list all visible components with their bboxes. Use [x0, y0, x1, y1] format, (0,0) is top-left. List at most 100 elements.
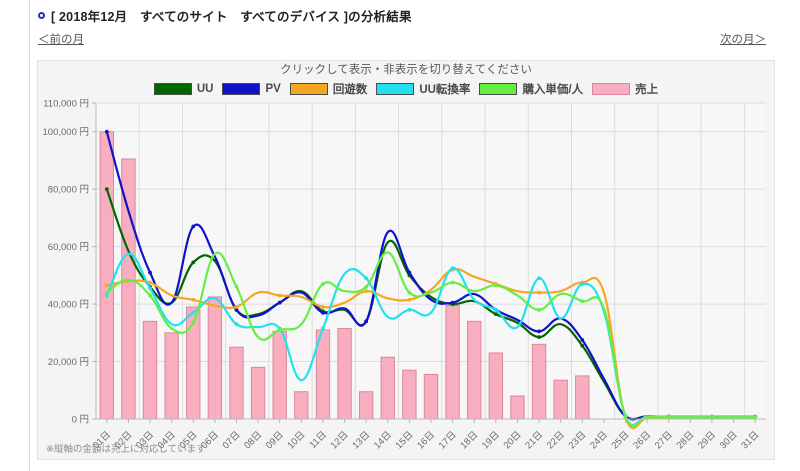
x-tick-label: 27日	[653, 429, 675, 451]
bar-uriage[interactable]	[445, 305, 460, 420]
data-point[interactable]	[321, 305, 325, 309]
bar-uriage[interactable]	[272, 330, 287, 420]
data-point[interactable]	[710, 415, 714, 420]
x-tick-label: 08日	[242, 429, 264, 451]
data-point[interactable]	[450, 280, 455, 285]
bar-uriage[interactable]	[358, 391, 374, 420]
data-point[interactable]	[234, 322, 239, 327]
x-tick-label: 07日	[221, 429, 243, 451]
data-point[interactable]	[580, 343, 585, 348]
data-point[interactable]	[666, 415, 671, 420]
x-tick-label: 25日	[610, 429, 632, 451]
bar-uriage[interactable]	[294, 391, 309, 420]
page-title: [ 2018年12月 すべてのサイト すべてのデバイス ]の分析結果	[51, 9, 412, 24]
plot-background	[96, 103, 766, 419]
data-point[interactable]	[537, 335, 541, 340]
bar-uriage[interactable]	[250, 366, 266, 420]
data-point[interactable]	[450, 300, 455, 305]
data-point[interactable]	[364, 289, 369, 294]
legend-item-PV[interactable]: PV	[222, 83, 281, 95]
data-point[interactable]	[148, 270, 152, 275]
data-point[interactable]	[364, 319, 369, 324]
data-point[interactable]	[191, 224, 196, 229]
data-point[interactable]	[148, 280, 152, 285]
chart-footnote: ※縦軸の金額は売上に対応しています	[46, 444, 206, 455]
data-point[interactable]	[493, 283, 498, 288]
bar-uriage[interactable]	[510, 395, 525, 420]
legend-item-購入単価/人[interactable]: 購入単価/人	[479, 81, 583, 97]
x-tick-label: 29日	[696, 429, 718, 451]
bar-uriage[interactable]	[337, 328, 352, 420]
data-point[interactable]	[623, 414, 628, 419]
data-point[interactable]	[148, 293, 152, 298]
line-series-購入単価/人[interactable]	[104, 251, 758, 427]
data-point[interactable]	[493, 307, 498, 312]
data-point[interactable]	[321, 326, 325, 331]
data-point[interactable]	[234, 307, 239, 312]
x-tick-label: 12日	[329, 429, 351, 451]
legend-item-UU[interactable]: UU	[153, 83, 213, 95]
data-point[interactable]	[321, 282, 325, 286]
x-tick-label: 16日	[415, 429, 437, 451]
plot-area[interactable]: 0 円 20,000 円 40,000 円 60,000 円 80,000 円 100,0…	[38, 99, 776, 461]
data-point[interactable]	[104, 129, 109, 134]
legend-toggle-hint: クリックして表示・非表示を切り替えてください	[280, 64, 532, 76]
data-point[interactable]	[191, 297, 196, 302]
data-point[interactable]	[450, 266, 455, 271]
data-point[interactable]	[580, 338, 585, 342]
next-month-link[interactable]: 次の月＞	[720, 34, 766, 46]
data-point[interactable]	[191, 260, 196, 265]
data-point[interactable]	[537, 290, 541, 295]
data-point[interactable]	[234, 305, 239, 309]
bar-uriage[interactable]	[380, 356, 395, 420]
bar-uriage[interactable]	[488, 352, 504, 420]
data-point[interactable]	[407, 307, 412, 312]
x-tick-label: 21日	[523, 429, 545, 451]
data-point[interactable]	[104, 283, 109, 288]
bar-uriage[interactable]	[164, 332, 179, 420]
legend-item-UU転換率[interactable]: UU転換率	[376, 81, 470, 97]
data-point[interactable]	[321, 310, 325, 315]
bar-uriage[interactable]	[207, 296, 223, 420]
data-point[interactable]	[407, 290, 412, 295]
data-point[interactable]	[753, 415, 758, 420]
data-point[interactable]	[364, 284, 369, 289]
bar-uriage[interactable]	[142, 320, 158, 420]
data-point[interactable]	[493, 312, 498, 317]
legend-swatch-icon	[376, 83, 415, 95]
data-point[interactable]	[104, 293, 109, 298]
data-point[interactable]	[104, 187, 109, 192]
chart-legend[interactable]: UU PV 回遊数 UU転換率 購入単価/人 売上	[38, 79, 774, 99]
data-point[interactable]	[191, 320, 196, 325]
data-point[interactable]	[407, 270, 412, 275]
data-point[interactable]	[537, 307, 541, 312]
data-point[interactable]	[537, 276, 541, 281]
data-point[interactable]	[407, 297, 412, 302]
bar-uriage[interactable]	[575, 375, 590, 420]
data-point[interactable]	[234, 284, 239, 289]
data-point[interactable]	[277, 328, 282, 332]
bar-uriage[interactable]	[553, 379, 568, 420]
data-point[interactable]	[580, 299, 585, 304]
data-point[interactable]	[364, 276, 369, 281]
y-tick-label: 110,000 円	[43, 99, 89, 110]
data-point[interactable]	[580, 282, 585, 286]
legend-item-回遊数[interactable]: 回遊数	[289, 81, 367, 97]
data-point[interactable]	[537, 329, 541, 334]
chart-svg[interactable]: 0 円 20,000 円 40,000 円 60,000 円 80,000 円 100,0…	[38, 99, 776, 461]
bar-uriage[interactable]	[229, 346, 244, 420]
legend-item-売上[interactable]: 売上	[592, 81, 658, 97]
data-point[interactable]	[191, 310, 196, 315]
bar-uriage[interactable]	[423, 373, 439, 420]
bar-uriage[interactable]	[402, 369, 417, 420]
data-point[interactable]	[277, 293, 282, 298]
bar-uriage[interactable]	[467, 320, 482, 420]
bar-uriage[interactable]	[99, 131, 115, 420]
data-point[interactable]	[148, 286, 152, 291]
data-point[interactable]	[277, 300, 282, 305]
bar-uriage[interactable]	[531, 343, 547, 420]
data-point[interactable]	[104, 290, 109, 295]
prev-month-link[interactable]: ＜前の月	[38, 34, 84, 46]
legend-label: 購入単価/人	[522, 84, 584, 96]
x-tick-label: 30日	[718, 429, 740, 451]
